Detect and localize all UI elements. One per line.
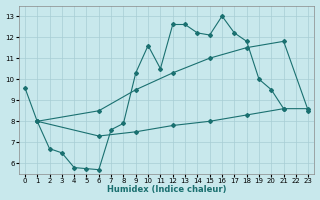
X-axis label: Humidex (Indice chaleur): Humidex (Indice chaleur) <box>107 185 226 194</box>
